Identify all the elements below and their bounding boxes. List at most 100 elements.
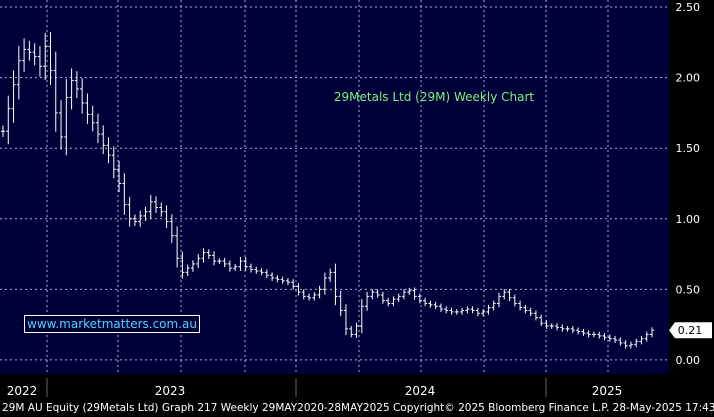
price-bar: [117, 160, 122, 193]
price-bar: [370, 289, 375, 300]
price-bar: [275, 275, 280, 283]
price-bar: [533, 310, 538, 321]
price-bar: [639, 335, 644, 345]
price-bar: [233, 263, 238, 271]
price-bar: [185, 264, 190, 276]
price-bar: [618, 337, 623, 346]
y-axis: 2.50 2.00 1.50 1.00 0.50 0.00: [676, 1, 701, 367]
price-bar: [222, 257, 227, 268]
price-bar: [359, 298, 364, 334]
price-bar: [138, 210, 143, 227]
price-bar: [201, 248, 206, 263]
price-bar: [386, 297, 391, 307]
price-bar: [148, 194, 153, 219]
price-bar: [565, 326, 570, 332]
price-bar: [270, 272, 275, 281]
price-bar: [560, 324, 565, 332]
x-year-label: 2025: [592, 384, 623, 398]
price-bar: [37, 46, 42, 77]
price-bar: [644, 331, 649, 342]
price-bar: [623, 340, 628, 349]
price-bar: [143, 206, 148, 221]
price-bar: [523, 304, 528, 314]
footer-bar: 29M AU Equity (29Metals Ltd) Graph 217 W…: [0, 399, 714, 417]
price-bar: [106, 137, 111, 164]
price-bar: [423, 297, 428, 307]
last-value-label: 0.21: [678, 324, 703, 337]
price-bar: [59, 100, 64, 150]
price-bar: [196, 254, 201, 269]
price-bar: [555, 323, 560, 331]
price-bar: [581, 328, 586, 336]
plot-area: [0, 0, 669, 374]
price-bar: [539, 314, 544, 327]
price-bar: [43, 32, 48, 81]
price-bar: [180, 251, 185, 279]
price-bar: [296, 283, 301, 296]
price-bar: [122, 173, 127, 215]
price-bar: [412, 287, 417, 300]
price-bar: [576, 327, 581, 335]
price-bar: [391, 296, 396, 307]
price-bar: [132, 214, 137, 226]
price-bar: [512, 294, 517, 307]
price-bar: [16, 46, 21, 100]
price-bar: [518, 300, 523, 311]
price-bar: [460, 307, 465, 315]
price-bar: [243, 257, 248, 271]
price-bar: [238, 256, 243, 271]
price-bar: [417, 293, 422, 304]
price-bar: [264, 269, 269, 279]
x-year-label: 2022: [7, 384, 38, 398]
price-bar: [343, 304, 348, 336]
price-bar: [428, 300, 433, 308]
price-bar: [470, 306, 475, 314]
y-tick-label: 0.00: [676, 354, 701, 367]
price-bar: [169, 214, 174, 244]
price-bar: [354, 322, 359, 338]
y-tick-label: 2.50: [676, 1, 701, 14]
price-bar: [291, 279, 296, 290]
price-bar: [454, 309, 459, 315]
price-bar: [570, 326, 575, 334]
y-tick-label: 2.00: [676, 72, 701, 85]
last-value-marker: [669, 322, 712, 339]
price-bar: [449, 307, 454, 315]
price-bar: [1, 125, 5, 137]
price-bar: [154, 196, 159, 213]
price-bar: [586, 330, 591, 338]
price-bar: [396, 293, 401, 303]
x-year-label: 2023: [155, 384, 186, 398]
price-bar: [481, 309, 486, 317]
y-axis-panel: [669, 0, 714, 374]
y-tick-label: 1.50: [676, 142, 701, 155]
price-bar: [597, 331, 602, 339]
price-bar: [613, 335, 618, 343]
price-bar: [317, 285, 322, 299]
price-bar: [602, 333, 607, 341]
y-tick-label: 0.50: [676, 283, 701, 296]
price-bar: [312, 292, 317, 301]
watermark-link[interactable]: www.marketmatters.com.au: [24, 315, 200, 333]
y-tick-label: 1.00: [676, 213, 701, 226]
price-bar: [338, 290, 343, 316]
price-bar: [206, 249, 211, 259]
x-axis-panel: [0, 374, 714, 399]
price-bar: [159, 202, 164, 217]
price-bar: [217, 258, 222, 264]
price-bar: [212, 251, 217, 266]
price-bar: [227, 260, 232, 272]
price-bars: [1, 32, 654, 349]
price-bar: [127, 196, 132, 227]
price-bar: [375, 289, 380, 298]
price-bar: [190, 260, 195, 272]
price-bar: [491, 300, 496, 311]
price-bar: [307, 293, 312, 301]
price-bar: [444, 306, 449, 314]
price-bar: [349, 326, 354, 338]
price-bar: [259, 268, 264, 276]
price-bar: [285, 278, 290, 286]
price-bar: [591, 331, 596, 338]
price-bar: [502, 289, 507, 300]
